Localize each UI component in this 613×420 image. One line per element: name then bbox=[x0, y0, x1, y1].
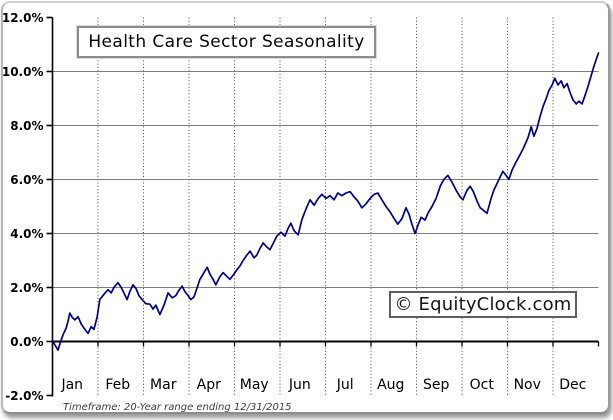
x-month-label: Dec bbox=[559, 377, 586, 393]
equityclock-watermark-box: © EquityClock.com bbox=[389, 291, 577, 318]
y-tick-label: 12.0% bbox=[2, 11, 44, 25]
chart-title: Health Care Sector Seasonality bbox=[88, 32, 365, 52]
y-tick-label: 8.0% bbox=[10, 119, 43, 133]
equityclock-watermark: © EquityClock.com bbox=[394, 294, 572, 315]
series-line bbox=[52, 52, 600, 351]
x-month-label: Apr bbox=[197, 377, 221, 393]
y-tick-label: 6.0% bbox=[10, 173, 43, 187]
x-month-label: Jan bbox=[60, 377, 83, 393]
y-tick-label: 4.0% bbox=[10, 227, 43, 241]
x-month-label: Nov bbox=[514, 377, 541, 393]
y-tick-label: -2.0% bbox=[5, 389, 43, 403]
timeframe-footnote: Timeframe: 20-Year range ending 12/31/20… bbox=[63, 402, 292, 413]
x-month-label: Mar bbox=[150, 377, 177, 393]
y-tick-label: 10.0% bbox=[2, 65, 44, 79]
y-tick-label: 2.0% bbox=[10, 281, 43, 295]
x-month-label: Feb bbox=[105, 377, 130, 393]
x-month-label: May bbox=[240, 377, 269, 393]
chart-title-box: Health Care Sector Seasonality bbox=[77, 26, 376, 58]
x-month-label: Sep bbox=[423, 377, 450, 393]
x-month-label: Jul bbox=[336, 377, 354, 393]
x-month-label: Jun bbox=[288, 377, 311, 393]
x-month-label: Aug bbox=[377, 377, 404, 393]
x-month-label: Oct bbox=[470, 377, 495, 393]
image-frame bbox=[1, 1, 610, 414]
y-tick-label: 0.0% bbox=[10, 335, 43, 349]
